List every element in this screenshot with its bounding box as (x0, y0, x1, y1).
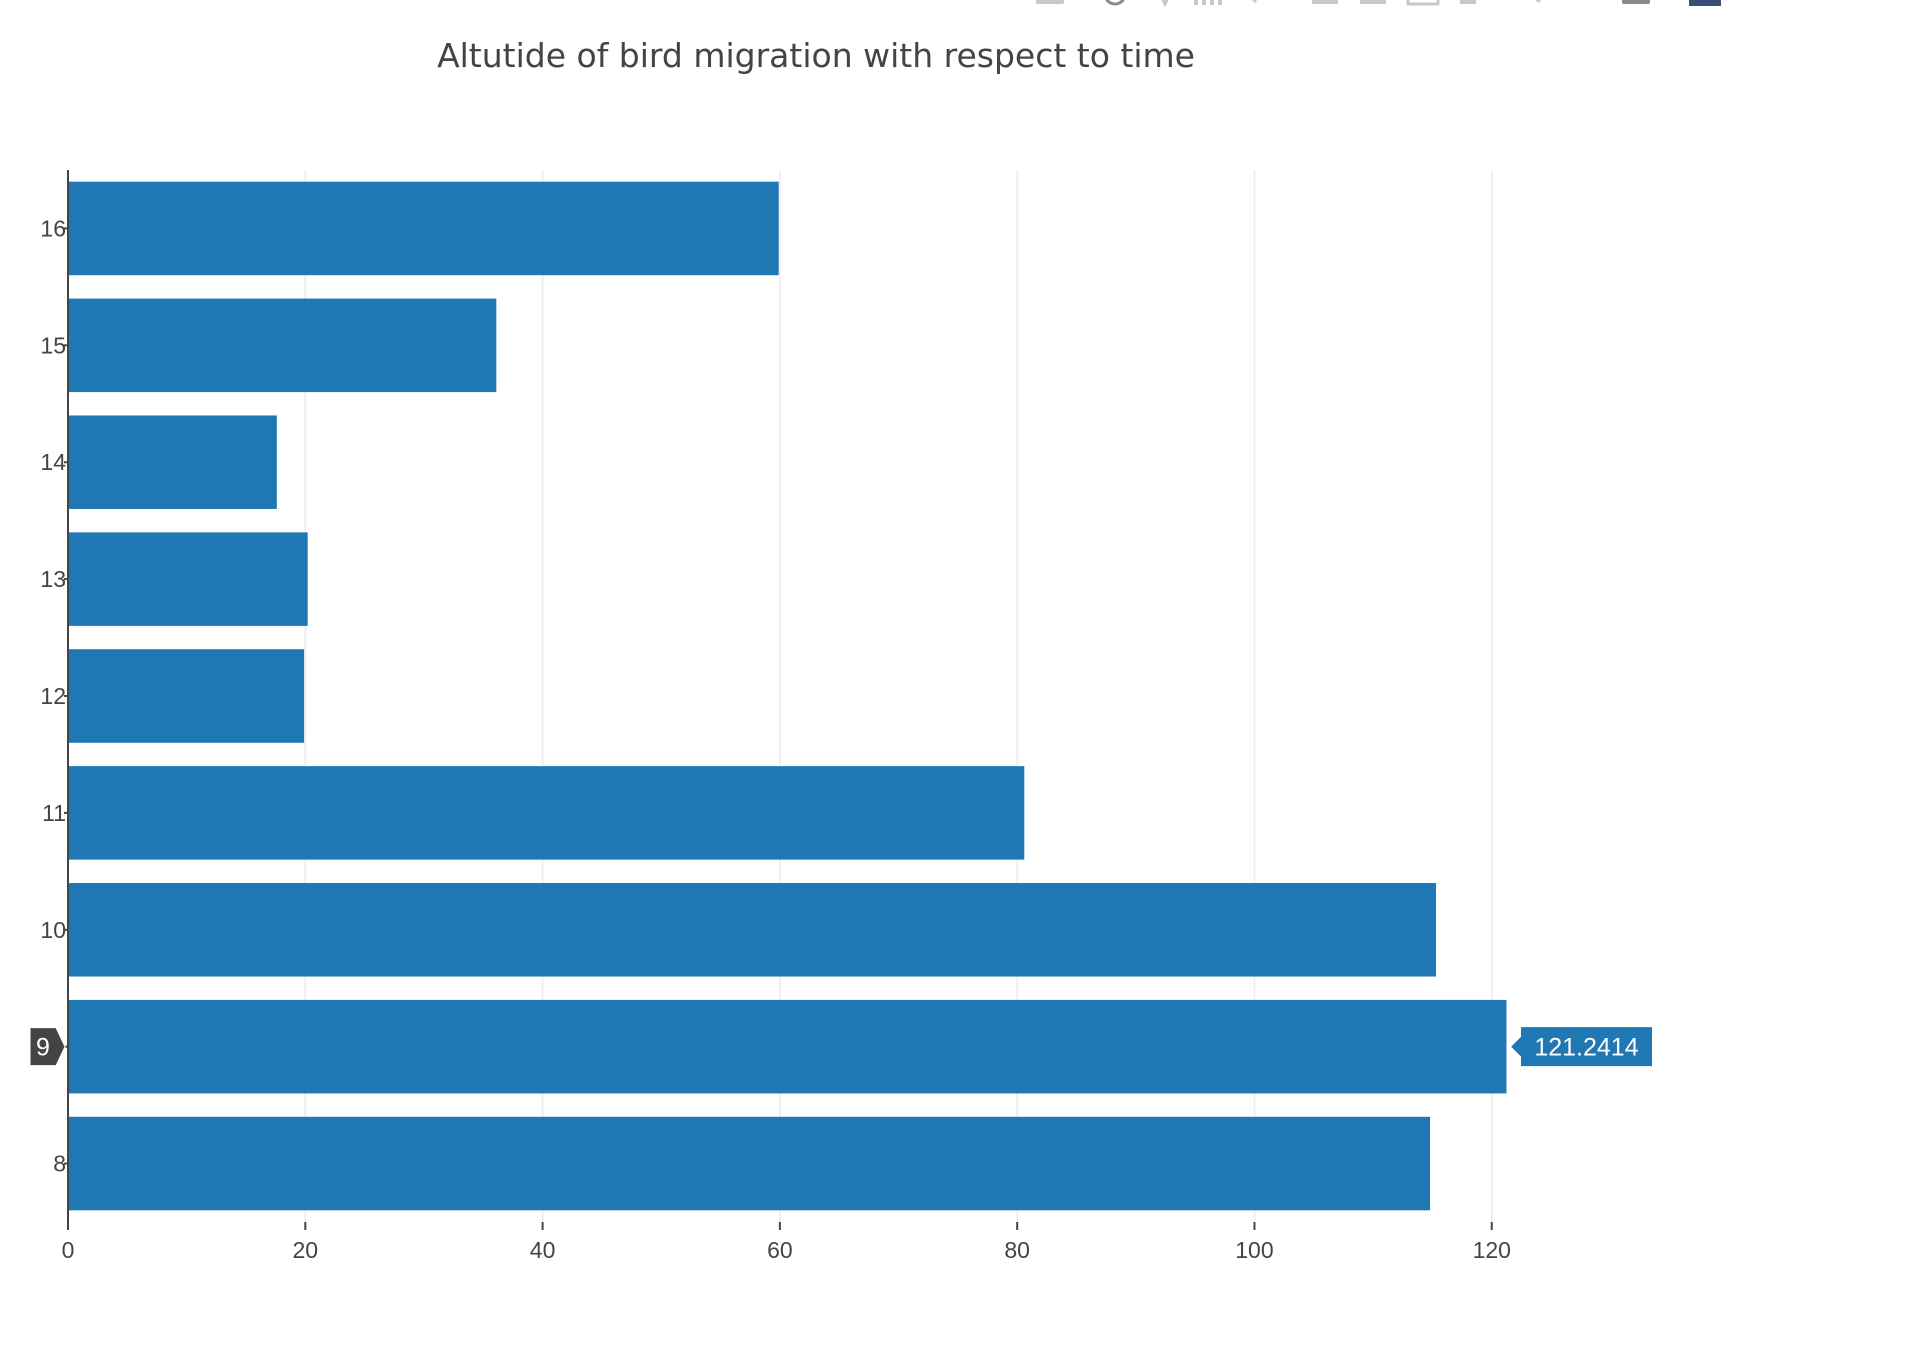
pan-icon[interactable] (1161, 0, 1169, 8)
zoom-out-icon[interactable] (1360, 0, 1386, 4)
bar[interactable] (68, 415, 277, 509)
modebar (1036, 0, 1721, 8)
x-tick-label: 0 (62, 1237, 75, 1263)
hover-compare-icon[interactable] (1622, 0, 1650, 4)
zoom-in-icon[interactable] (1312, 0, 1338, 4)
box-select-icon[interactable] (1250, 0, 1258, 4)
hover-value-label: 121.2414 (1534, 1034, 1638, 1062)
y-tick-label: 8 (53, 1151, 66, 1177)
bar[interactable] (68, 1116, 1431, 1211)
bars (68, 181, 1507, 1211)
hover-category-badge (29, 1027, 66, 1067)
x-tick-label: 100 (1235, 1237, 1273, 1263)
bar[interactable] (68, 298, 497, 393)
plotly-logo-icon[interactable] (1689, 0, 1721, 6)
y-tick-label: 15 (40, 332, 66, 358)
reset-axes-icon[interactable] (1460, 0, 1476, 4)
bar[interactable] (68, 766, 1025, 860)
zoom-icon[interactable] (1105, 0, 1125, 6)
bar[interactable] (68, 649, 305, 743)
x-tick-label: 60 (767, 1237, 793, 1263)
y-axis-ticks: 8 10 11 12 13 14 15 16 (40, 215, 68, 1177)
y-tick-label: 14 (40, 449, 66, 475)
y-tick-label: 16 (40, 215, 66, 241)
x-tick-label: 120 (1473, 1237, 1511, 1263)
bar[interactable] (68, 883, 1436, 977)
x-tick-label: 80 (1004, 1237, 1030, 1263)
hover-value-badge (1509, 1026, 1653, 1068)
y-tick-label: 11 (42, 800, 66, 826)
y-tick-label: 13 (40, 566, 66, 592)
y-tick-label: 10 (40, 917, 66, 943)
bar[interactable] (68, 532, 308, 626)
lasso-select-icon[interactable] (1194, 0, 1222, 5)
camera-icon[interactable] (1036, 0, 1064, 4)
x-tick-label: 20 (292, 1237, 318, 1263)
bar[interactable] (68, 999, 1507, 1094)
x-tick-label: 40 (530, 1237, 556, 1263)
spike-lines-icon[interactable] (1535, 0, 1541, 4)
y-tick-label: 12 (40, 683, 66, 709)
bar[interactable] (68, 181, 779, 276)
chart-title: Altutide of bird migration with respect … (437, 36, 1195, 75)
hover-labels: 9 121.2414 (29, 1026, 1653, 1068)
autoscale-icon[interactable] (1406, 0, 1440, 6)
hover-category-label: 9 (36, 1034, 50, 1062)
x-axis-ticks: 0 20 40 60 80 100 120 (62, 1222, 1511, 1263)
